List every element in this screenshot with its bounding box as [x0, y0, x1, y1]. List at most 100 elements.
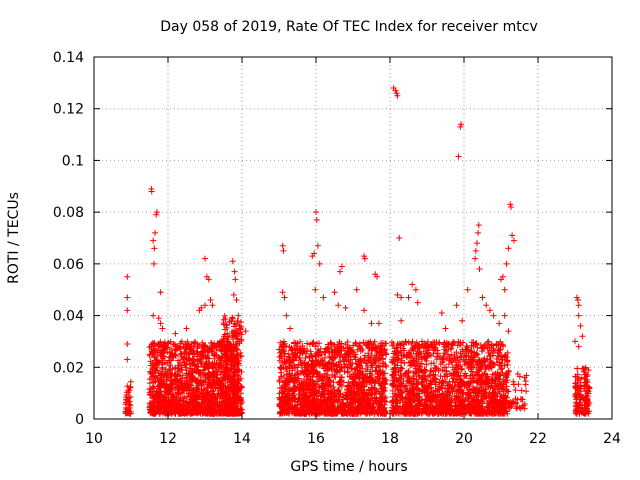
data-point	[357, 362, 364, 369]
data-point	[186, 355, 193, 362]
data-point	[363, 359, 370, 366]
data-point	[287, 360, 294, 367]
data-point	[188, 347, 195, 354]
data-point	[494, 405, 501, 412]
data-point	[356, 369, 363, 376]
data-point	[347, 373, 354, 380]
data-point	[432, 365, 439, 372]
data-point	[158, 351, 165, 358]
data-point	[230, 358, 237, 365]
data-point	[475, 380, 482, 387]
data-point	[439, 377, 446, 384]
data-point	[377, 367, 384, 374]
data-point	[500, 343, 507, 350]
data-point	[440, 353, 447, 360]
data-point	[443, 347, 450, 354]
data-point	[289, 409, 296, 416]
data-point	[232, 388, 239, 395]
data-point	[229, 336, 236, 343]
data-point	[194, 406, 201, 413]
data-point	[447, 370, 454, 377]
data-point	[316, 403, 323, 410]
data-point	[486, 398, 493, 405]
data-point	[463, 343, 470, 350]
data-point	[468, 339, 475, 346]
data-point	[464, 361, 471, 368]
data-point	[218, 368, 225, 375]
data-point	[157, 379, 164, 386]
data-point	[290, 379, 297, 386]
data-point	[297, 408, 304, 415]
data-point	[326, 366, 333, 373]
data-point	[183, 354, 190, 361]
data-point	[215, 378, 222, 385]
data-point	[165, 391, 172, 398]
data-point	[282, 358, 289, 365]
data-point	[313, 352, 320, 359]
data-point	[435, 398, 442, 405]
data-point	[473, 369, 480, 376]
data-point	[235, 360, 242, 367]
data-point	[436, 378, 443, 385]
data-point	[231, 320, 238, 327]
data-point	[365, 375, 372, 382]
data-point	[359, 365, 366, 372]
data-point	[330, 379, 337, 386]
data-point	[419, 341, 426, 348]
data-point	[376, 399, 383, 406]
data-point	[287, 377, 294, 384]
data-point	[366, 397, 373, 404]
data-point	[360, 371, 367, 378]
data-point	[196, 370, 203, 377]
data-point	[409, 354, 416, 361]
data-point	[461, 352, 468, 359]
data-point	[429, 407, 436, 414]
data-point	[301, 348, 308, 355]
data-point	[232, 321, 239, 328]
data-point	[126, 404, 133, 411]
data-point	[204, 402, 211, 409]
data-point	[492, 405, 499, 412]
data-point	[487, 357, 494, 364]
data-point	[188, 382, 195, 389]
data-point	[191, 395, 198, 402]
data-point	[277, 400, 284, 407]
data-point	[502, 352, 509, 359]
data-point	[381, 346, 388, 353]
data-point	[474, 404, 481, 411]
data-point	[406, 410, 413, 417]
data-point	[394, 355, 401, 362]
data-point	[489, 342, 496, 349]
data-point	[185, 390, 192, 397]
data-point	[414, 392, 421, 399]
data-point	[276, 401, 283, 408]
data-point	[465, 398, 472, 405]
data-point	[174, 365, 181, 372]
data-point	[280, 338, 287, 345]
data-point	[427, 392, 434, 399]
data-point	[399, 407, 406, 414]
data-point	[390, 397, 397, 404]
data-point	[222, 371, 229, 378]
data-point	[367, 368, 374, 375]
data-point	[401, 341, 408, 348]
data-point	[276, 395, 283, 402]
data-point	[224, 379, 231, 386]
data-point	[198, 353, 205, 360]
data-point	[282, 395, 289, 402]
data-point	[352, 340, 359, 347]
data-point	[370, 341, 377, 348]
data-point	[167, 388, 174, 395]
data-point	[428, 360, 435, 367]
data-point	[230, 345, 237, 352]
data-point	[403, 353, 410, 360]
data-point	[223, 404, 230, 411]
data-point	[288, 396, 295, 403]
data-point	[488, 403, 495, 410]
data-point	[161, 359, 168, 366]
data-point	[335, 361, 342, 368]
data-point	[352, 398, 359, 405]
data-point	[307, 348, 314, 355]
data-point	[454, 342, 461, 349]
data-point	[397, 389, 404, 396]
